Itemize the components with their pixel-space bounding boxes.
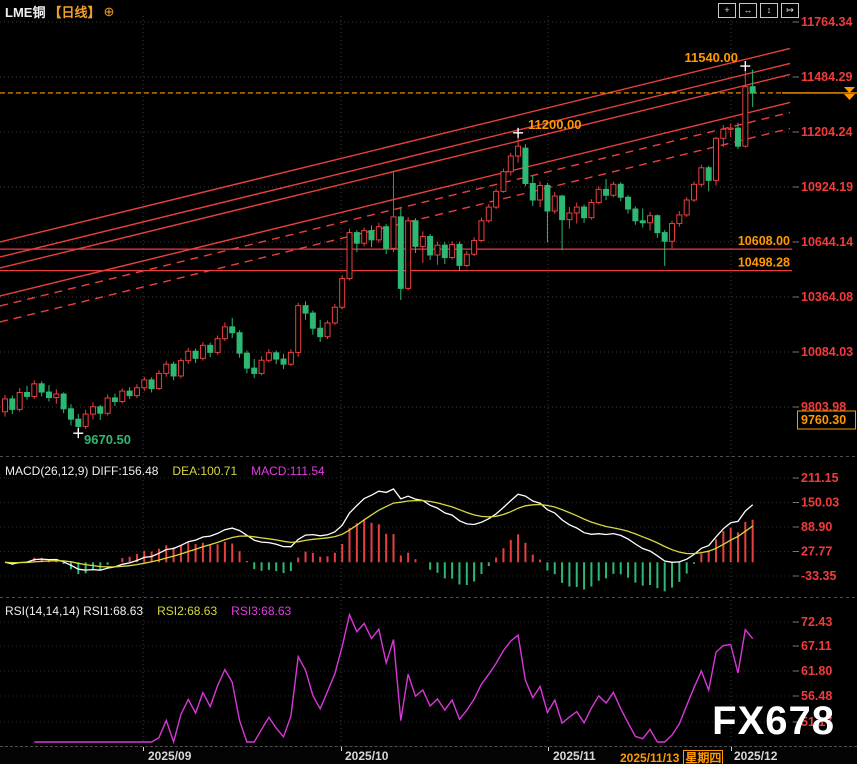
macd-title: MACD(26,12,9) DIFF:156.48 — [5, 464, 159, 478]
zoom-vertical-icon[interactable]: ↕ — [760, 3, 778, 18]
svg-text:11540.00: 11540.00 — [684, 50, 738, 65]
svg-text:211.15: 211.15 — [801, 471, 839, 485]
svg-text:9670.50: 9670.50 — [84, 432, 131, 447]
chart-title: LME铜 【日线】 ⊕ — [5, 2, 114, 21]
rsi-header: RSI(14,14,14) RSI1:68.63 RSI2:68.63 RSI3… — [5, 604, 291, 618]
time-axis-tick — [548, 747, 549, 751]
time-axis-label: 2025/11/13 星期四 — [620, 750, 724, 764]
time-axis-label: 2025/09 — [148, 749, 192, 763]
svg-text:72.43: 72.43 — [801, 615, 832, 629]
svg-text:10084.03: 10084.03 — [801, 345, 853, 359]
zoom-horizontal-icon[interactable]: ↔ — [739, 3, 757, 18]
weekday-badge: 星期四 — [683, 750, 724, 764]
rsi3-value: RSI3:68.63 — [231, 604, 292, 618]
crosshair-tool-icon[interactable]: + — [718, 3, 736, 18]
svg-text:-33.35: -33.35 — [801, 569, 836, 583]
macd-header: MACD(26,12,9) DIFF:156.48 DEA:100.71 MAC… — [5, 464, 325, 478]
svg-text:10498.28: 10498.28 — [738, 256, 790, 270]
pan-right-icon[interactable]: ↦ — [781, 3, 799, 18]
svg-text:150.03: 150.03 — [801, 496, 839, 510]
svg-text:88.90: 88.90 — [801, 520, 832, 534]
svg-text:10364.08: 10364.08 — [801, 290, 853, 304]
svg-text:11484.29: 11484.29 — [801, 70, 852, 84]
svg-text:27.77: 27.77 — [801, 545, 832, 559]
fx678-watermark: FX678 — [712, 699, 835, 743]
period-label: 【日线】 — [48, 5, 101, 20]
rsi2-value: RSI2:68.63 — [157, 604, 218, 618]
time-axis-tick — [731, 747, 732, 751]
time-axis[interactable]: 2025/09 2025/10 2025/11 2025/11/13 星期四 2025/1… — [0, 746, 857, 764]
svg-text:10924.19: 10924.19 — [801, 180, 853, 194]
rsi-title: RSI(14,14,14) RSI1:68.63 — [5, 604, 144, 618]
svg-text:56.48: 56.48 — [801, 689, 832, 703]
add-indicator-icon[interactable]: ⊕ — [103, 3, 115, 19]
svg-text:61.80: 61.80 — [801, 664, 832, 678]
chart-toolbar: + ↔ ↕ ↦ — [718, 3, 799, 18]
svg-text:9760.30: 9760.30 — [801, 413, 846, 427]
time-axis-label: 2025/12 — [734, 749, 778, 763]
svg-text:67.11: 67.11 — [801, 639, 832, 653]
time-axis-tick — [341, 747, 342, 751]
time-axis-label: 2025/11 — [553, 749, 596, 763]
time-axis-label: 2025/10 — [345, 749, 389, 763]
time-axis-tick — [143, 747, 144, 751]
symbol-name: LME铜 — [5, 5, 46, 20]
svg-text:51.17: 51.17 — [801, 715, 832, 729]
svg-text:10644.14: 10644.14 — [801, 235, 853, 249]
svg-text:10608.00: 10608.00 — [738, 234, 790, 248]
macd-bar-value: MACD:111.54 — [251, 464, 325, 478]
svg-text:11200.00: 11200.00 — [528, 117, 582, 132]
svg-text:11204.24: 11204.24 — [801, 125, 852, 139]
svg-text:11764.34: 11764.34 — [801, 15, 852, 29]
macd-dea-value: DEA:100.71 — [172, 464, 238, 478]
